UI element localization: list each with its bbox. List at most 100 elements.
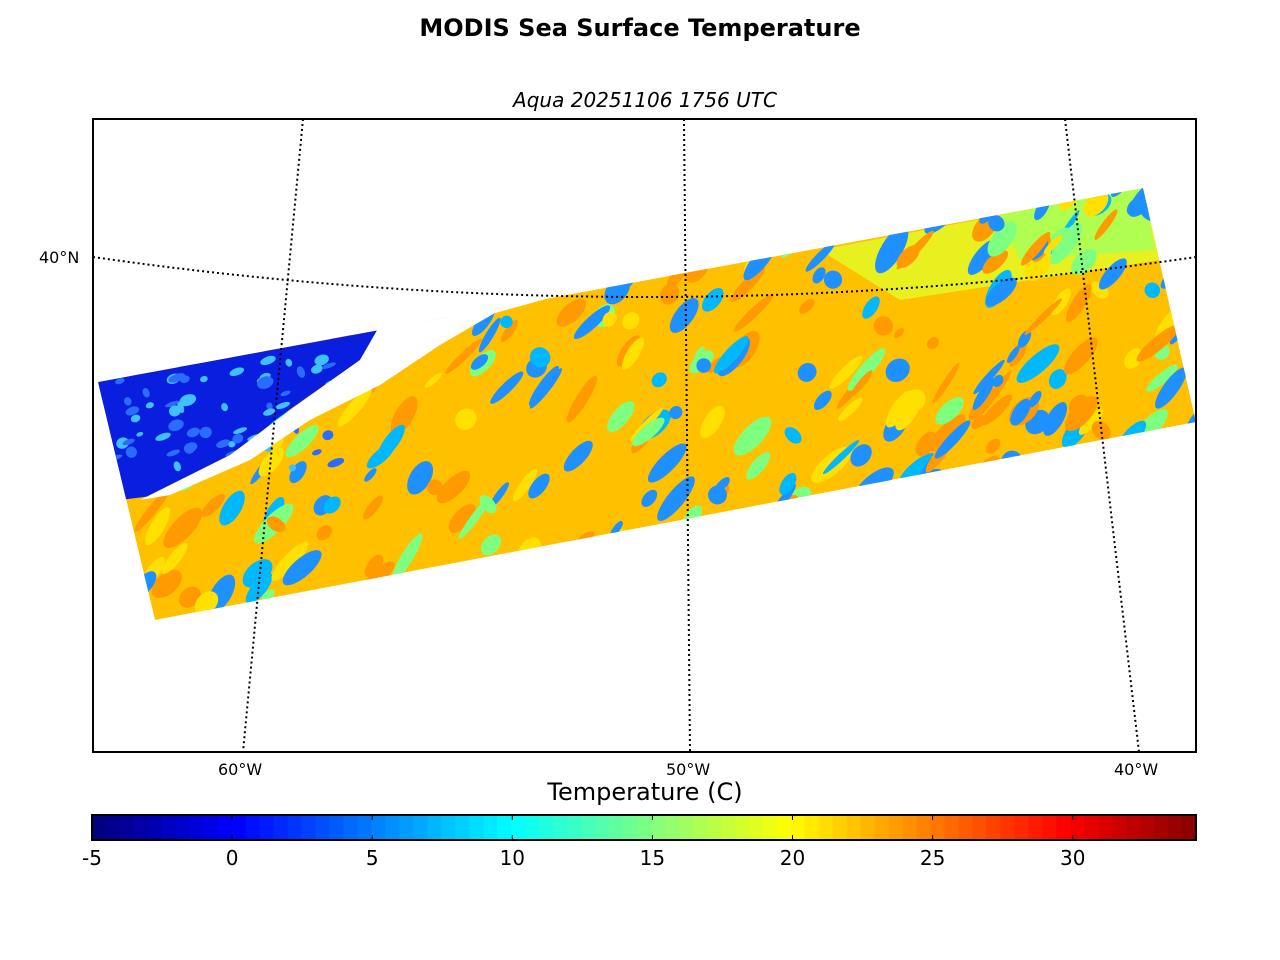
colorbar-segment [790,815,806,840]
colorbar-segment [539,815,554,840]
map-frame [92,118,1197,753]
colorbar-segment [846,815,862,840]
colorbar-segment [1042,815,1057,840]
colorbar-segment [427,815,442,840]
colorbar-segment [706,815,722,840]
colorbar-segment [217,815,233,840]
colorbar-segment [1070,815,1085,840]
colorbar-segment [203,815,219,840]
colorbar-tick-label: -5 [82,846,102,870]
colorbar-segment [1112,815,1127,840]
colorbar-segment [1014,815,1029,840]
meridian-50w [683,119,691,752]
colorbar-segment [986,815,1001,840]
colorbar-segment [902,815,918,840]
figure-title: MODIS Sea Surface Temperature [419,14,861,42]
colorbar-segment [609,815,624,840]
colorbar-segment [972,815,987,840]
colorbar-segment [650,815,666,840]
lon-label: 60°W [218,760,263,779]
colorbar-segment [1084,815,1099,840]
colorbar [91,815,1197,840]
colorbar-segment [413,815,428,840]
colorbar-segment [525,815,540,840]
colorbar-segment [832,815,848,840]
colorbar-segment [357,815,373,840]
colorbar-segment [385,815,401,840]
lat-label: 40°N [39,248,80,267]
colorbar-segment [329,815,345,840]
colorbar-segment [161,815,177,840]
colorbar-segment [105,815,121,840]
colorbar-segment [874,815,890,840]
colorbar-segment [371,815,387,840]
meridian-60w [242,119,304,752]
figure-subtitle: Aqua 20251106 1756 UTC [513,88,777,112]
colorbar-segment [147,815,163,840]
colorbar-segment [189,815,205,840]
colorbar-segment [664,815,680,840]
colorbar-segment [930,815,946,840]
colorbar-tick-label: 30 [1059,846,1086,870]
colorbar-segment [678,815,694,840]
colorbar-segment [483,815,498,840]
colorbar-segment [553,815,568,840]
colorbar-segment [860,815,876,840]
colorbar-segment [133,815,149,840]
colorbar-segment [119,815,135,840]
colorbar-tick-label: 20 [779,846,806,870]
colorbar-tick-label: 10 [499,846,526,870]
colorbar-segment [315,815,331,840]
colorbar-segment [497,815,512,840]
colorbar-tick-label: 5 [365,846,379,870]
colorbar-segment [804,815,820,840]
colorbar-segment [1182,815,1197,840]
lon-label: 50°W [666,760,711,779]
colorbar-segment [776,815,792,840]
colorbar-segment [273,815,289,840]
colorbar-segment [92,815,107,840]
colorbar-segment [1028,815,1043,840]
colorbar-segment [245,815,261,840]
colorbar-tick-label: 0 [225,846,239,870]
colorbar-segment [888,815,904,840]
colorbar-segment [1140,815,1155,840]
colorbar-segment [231,815,247,840]
colorbar-segment [748,815,764,840]
colorbar-segment [958,815,974,840]
sst-swath [98,188,1196,620]
colorbar-segment [916,815,932,840]
colorbar-segment [399,815,415,840]
colorbar-segment [818,815,834,840]
colorbar-segment [720,815,736,840]
parallel-40n [93,256,1196,298]
colorbar-segment [441,815,456,840]
colorbar-segment [469,815,484,840]
colorbar-tick-label: 25 [919,846,946,870]
colorbar-segment [595,815,610,840]
meridian-40w [1064,119,1140,752]
colorbar-segment [623,815,638,840]
colorbar-segment [1168,815,1183,840]
colorbar-tick-label: 15 [639,846,666,870]
colorbar-segment [637,815,652,840]
colorbar-segment [1098,815,1113,840]
colorbar-segment [175,815,191,840]
colorbar-segment [944,815,960,840]
lon-label: 40°W [1114,760,1159,779]
colorbar-segment [1126,815,1141,840]
colorbar-segment [734,815,750,840]
colorbar-segment [287,815,303,840]
colorbar-segment [455,815,470,840]
colorbar-segment [259,815,275,840]
colorbar-segment [511,815,526,840]
colorbar-segment [343,815,359,840]
colorbar-segment [301,815,317,840]
colorbar-segment [1056,815,1071,840]
colorbar-segment [762,815,778,840]
colorbar-segment [581,815,596,840]
colorbar-segment [1000,815,1015,840]
colorbar-segment [692,815,708,840]
colorbar-segment [567,815,582,840]
